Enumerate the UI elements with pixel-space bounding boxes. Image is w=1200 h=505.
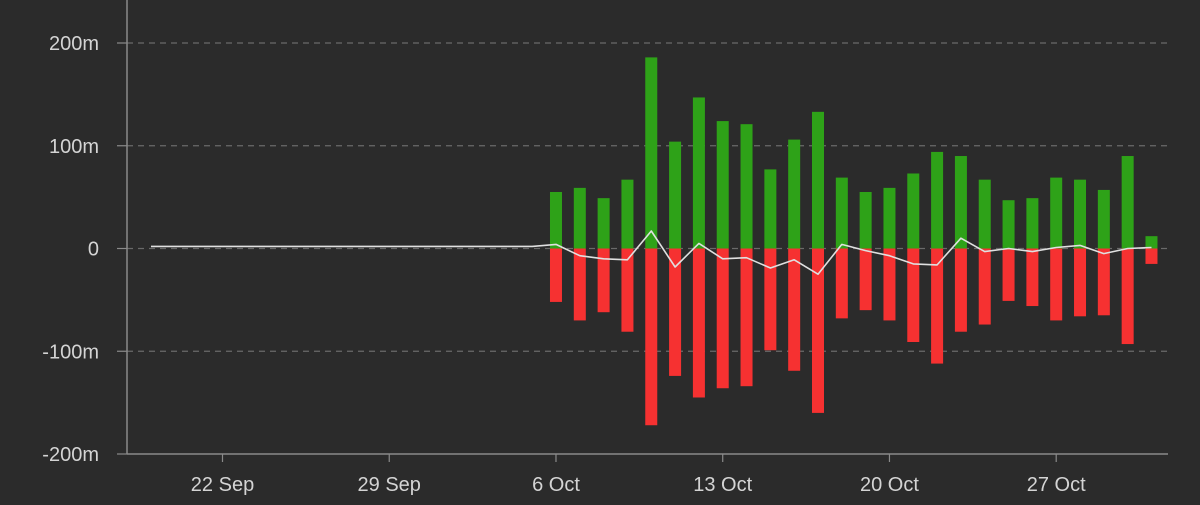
x-tick-label: 20 Oct: [860, 474, 919, 496]
bar-positive: [1050, 177, 1063, 249]
bar-positive: [883, 187, 896, 249]
bar-negative: [788, 248, 801, 371]
bar-negative: [621, 248, 634, 332]
x-tick-label: 29 Sep: [358, 474, 421, 496]
bar-positive: [716, 121, 729, 249]
x-tick-label: 22 Sep: [191, 474, 254, 496]
line-layer: [151, 230, 1152, 276]
bar-negative: [1026, 248, 1039, 307]
bar-negative: [954, 248, 967, 332]
bar-positive: [1026, 198, 1039, 249]
bar-positive: [692, 97, 705, 249]
net-line: [151, 230, 1152, 276]
bar-negative: [812, 248, 824, 413]
bar-negative: [645, 248, 658, 426]
y-tick-label: 100m: [49, 136, 99, 158]
axis-layer: 200m 100m 0 -100m -200m 22 Sep 29 Sep 6 Oct 13 O…: [42, 0, 1168, 496]
bar-layer: [549, 57, 1158, 426]
x-tick-label: 27 Oct: [1027, 474, 1086, 496]
bar-positive: [573, 187, 586, 249]
bar-negative: [978, 248, 991, 325]
bar-negative: [1145, 248, 1158, 264]
bar-negative: [740, 248, 753, 387]
bar-positive: [597, 198, 610, 249]
bar-negative: [1097, 248, 1110, 316]
bar-positive: [1074, 179, 1087, 249]
y-tick-label: 0: [88, 239, 99, 261]
bar-negative: [549, 248, 562, 302]
bar-positive: [669, 141, 682, 249]
bar-positive: [835, 177, 848, 249]
bar-negative: [1002, 248, 1015, 301]
bar-positive: [549, 191, 562, 249]
bar-negative: [859, 248, 872, 311]
bar-negative: [835, 248, 848, 319]
bar-positive: [931, 151, 944, 249]
bar-positive: [740, 124, 753, 249]
bar-positive: [1097, 189, 1110, 249]
x-tick-label: 6 Oct: [532, 474, 580, 496]
bar-positive: [1002, 200, 1015, 249]
bar-negative: [597, 248, 610, 313]
bar-positive: [978, 179, 991, 249]
bar-positive: [788, 139, 801, 249]
bar-positive: [1145, 236, 1158, 249]
bar-negative: [716, 248, 729, 389]
bar-negative: [931, 248, 944, 364]
bar-positive: [859, 191, 872, 249]
bar-negative: [692, 248, 705, 398]
bar-negative: [764, 248, 777, 351]
bar-positive: [907, 173, 920, 249]
bar-positive: [1121, 156, 1134, 249]
bar-negative: [1121, 248, 1134, 345]
y-tick-label: -100m: [42, 341, 99, 363]
bar-negative: [907, 248, 920, 343]
bar-negative: [573, 248, 586, 321]
bar-positive: [812, 111, 824, 249]
bar-negative: [1050, 248, 1063, 321]
bar-positive: [645, 57, 658, 249]
bar-negative: [883, 248, 896, 321]
bar-positive: [954, 156, 967, 249]
y-tick-label: -200m: [42, 444, 99, 466]
bar-negative: [669, 248, 682, 376]
y-tick-label: 200m: [49, 33, 99, 55]
x-tick-label: 13 Oct: [693, 474, 752, 496]
bar-negative: [1074, 248, 1087, 317]
bar-positive: [764, 169, 777, 249]
bar-positive: [621, 179, 634, 249]
